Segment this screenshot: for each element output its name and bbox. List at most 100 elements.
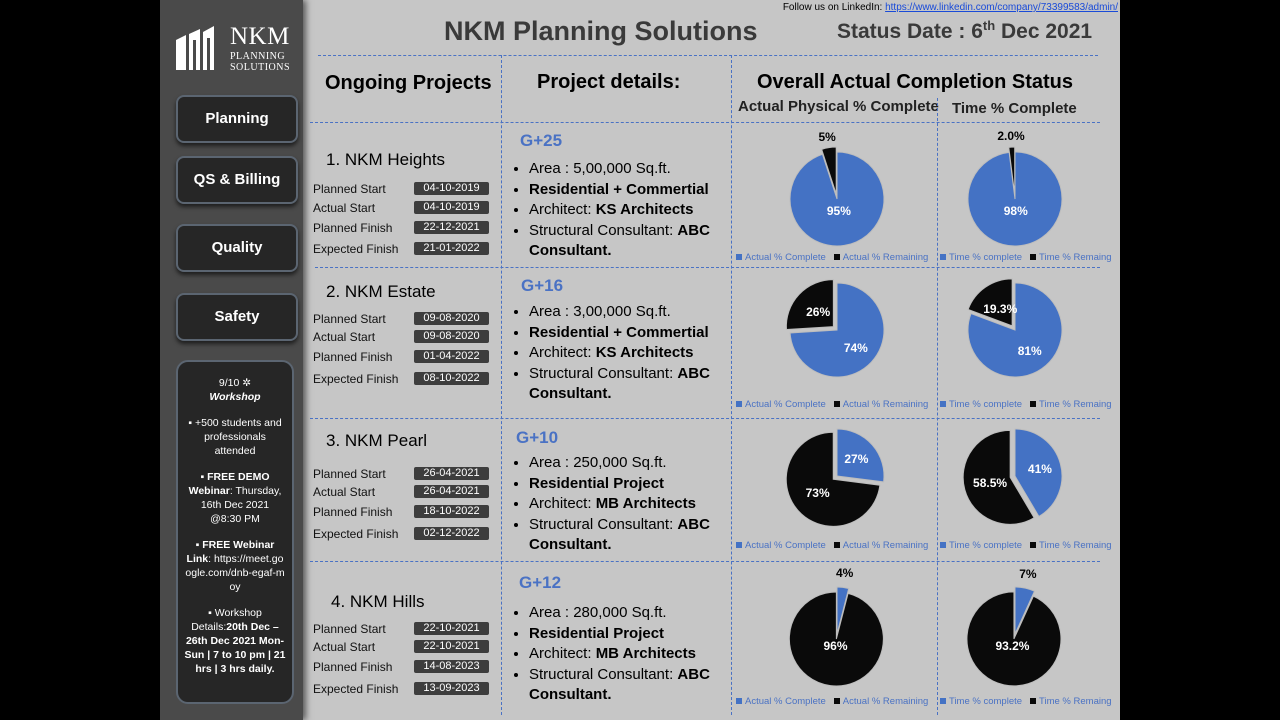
- physical-legend: Actual % Complete Actual % Remaining: [736, 540, 936, 551]
- planned-start-row: Planned Start 22-10-2021: [313, 621, 491, 637]
- area-value: 3,00,000 Sq.ft.: [573, 303, 671, 320]
- planned-start-label: Planned Start: [313, 622, 386, 636]
- detail-structural: Structural Consultant: ABC Consultant.: [529, 221, 729, 262]
- planned-finish-row: Planned Finish 22-12-2021: [313, 220, 491, 236]
- expected-finish-row: Expected Finish 08-10-2022: [313, 371, 491, 387]
- legend-complete: Time % complete: [940, 540, 1022, 551]
- project-name: 4. NKM Hills: [331, 592, 425, 611]
- promo-students: ▪ +500 students and professionals attend…: [188, 417, 282, 457]
- physical-complete-label: 4%: [835, 566, 854, 581]
- promo-link-url[interactable]: : https://meet.google.com/dnb-egaf-moy: [185, 553, 285, 593]
- detail-area: Area : 5,00,000 Sq.ft.: [529, 159, 729, 180]
- detail-architect: Architect: MB Architects: [529, 494, 729, 515]
- divider-col-1: [501, 55, 502, 715]
- architect-label: Architect:: [529, 344, 596, 361]
- physical-remaining-label: 26%: [806, 305, 831, 320]
- expected-finish-label: Expected Finish: [313, 372, 399, 386]
- project-details: Area : 5,00,000 Sq.ft. Residential + Com…: [507, 159, 729, 262]
- physical-remaining-label: 5%: [818, 129, 836, 144]
- legend-swatch: [833, 254, 840, 261]
- planned-start-date: 09-08-2020: [414, 312, 489, 325]
- time-remaining-label: 19.3%: [983, 301, 1018, 316]
- structural-value: ABC Consultant.: [529, 221, 710, 260]
- legend-complete: Time % complete: [940, 696, 1022, 707]
- physical-remaining-label: 96%: [823, 638, 848, 653]
- legend-complete: Actual % Complete: [736, 540, 826, 551]
- linkedin-link[interactable]: https://www.linkedin.com/company/7339958…: [885, 2, 1118, 13]
- divider-row-1: [315, 267, 1100, 268]
- status-date-suffix: Dec 2021: [995, 20, 1093, 43]
- actual-start-label: Actual Start: [313, 330, 376, 344]
- time-legend: Time % complete Time % Remaing: [940, 252, 1120, 263]
- sidebar: NKM PLANNING SOLUTIONS Planning QS & Bil…: [160, 0, 303, 720]
- expected-finish-label: Expected Finish: [313, 527, 399, 541]
- area-value: 5,00,000 Sq.ft.: [573, 160, 671, 177]
- legend-swatch: [940, 698, 946, 705]
- planned-finish-row: Planned Finish 18-10-2022: [313, 504, 491, 520]
- legend-remaining: Time % Remaing: [1030, 399, 1112, 410]
- legend-remaining: Time % Remaing: [1030, 252, 1112, 263]
- physical-complete-label: 95%: [826, 203, 851, 218]
- architect-label: Architect:: [529, 495, 596, 512]
- project-floors: G+10: [516, 428, 559, 447]
- divider-row-2: [310, 418, 1100, 419]
- actual-start-row: Actual Start 04-10-2019: [313, 200, 491, 216]
- nav-safety-button[interactable]: Safety: [176, 293, 298, 341]
- legend-complete: Actual % Complete: [736, 399, 826, 410]
- project-details: Area : 3,00,000 Sq.ft. Residential + Com…: [507, 302, 729, 405]
- col-time-complete: Time % Complete: [952, 100, 1077, 117]
- legend-swatch: [736, 542, 742, 549]
- legend-remaining: Actual % Remaining: [833, 252, 928, 263]
- actual-start-label: Actual Start: [313, 201, 376, 215]
- actual-start-date: 09-08-2020: [414, 330, 489, 343]
- time-remaining-label: 2.0%: [997, 129, 1025, 144]
- legend-swatch: [1030, 542, 1037, 549]
- expected-finish-date: 21-01-2022: [414, 242, 489, 255]
- legend-swatch: [1030, 401, 1037, 408]
- planned-finish-row: Planned Finish 14-08-2023: [313, 659, 491, 675]
- divider-col-2: [731, 55, 732, 715]
- architect-value: KS Architects: [595, 344, 694, 361]
- legend-swatch: [940, 254, 946, 261]
- promo-demo-title: ▪ FREE DEMO Webinar: [188, 471, 270, 497]
- logo-tagline: PLANNING SOLUTIONS: [230, 51, 291, 73]
- legend-swatch: [940, 542, 946, 549]
- legend-swatch: [833, 542, 840, 549]
- actual-start-date: 04-10-2019: [414, 201, 489, 214]
- logo[interactable]: NKM PLANNING SOLUTIONS: [174, 24, 299, 74]
- legend-complete: Actual % Complete: [736, 252, 826, 263]
- planned-finish-row: Planned Finish 01-04-2022: [313, 349, 491, 365]
- structural-label: Structural Consultant:: [529, 665, 678, 683]
- time-legend: Time % complete Time % Remaing: [940, 399, 1120, 410]
- expected-finish-label: Expected Finish: [313, 242, 399, 256]
- col-ongoing-projects: Ongoing Projects: [325, 72, 492, 94]
- planned-finish-date: 14-08-2023: [414, 660, 489, 673]
- physical-remaining-slice: [821, 146, 837, 195]
- planned-finish-label: Planned Finish: [313, 505, 393, 519]
- nav-planning-button[interactable]: Planning: [176, 95, 298, 143]
- architect-label: Architect:: [529, 201, 596, 218]
- planned-start-row: Planned Start 04-10-2019: [313, 181, 491, 197]
- legend-swatch: [736, 254, 742, 261]
- legend-swatch: [736, 698, 742, 705]
- nav-qs-billing-button[interactable]: QS & Billing: [176, 156, 298, 204]
- planned-finish-date: 01-04-2022: [414, 350, 489, 363]
- legend-remaining: Time % Remaing: [1030, 696, 1112, 707]
- physical-complete-slice: [789, 282, 885, 378]
- time-legend: Time % complete Time % Remaing: [940, 696, 1120, 707]
- time-legend: Time % complete Time % Remaing: [940, 540, 1120, 551]
- area-label: Area :: [529, 604, 574, 621]
- divider-top: [318, 55, 1098, 56]
- actual-start-label: Actual Start: [313, 485, 376, 499]
- detail-use: Residential + Commertial: [529, 180, 729, 201]
- legend-complete: Actual % Complete: [736, 696, 826, 707]
- project-floors: G+12: [519, 573, 562, 592]
- planned-start-date: 04-10-2019: [414, 182, 489, 195]
- expected-finish-date: 08-10-2022: [414, 372, 489, 385]
- detail-architect: Architect: KS Architects: [529, 200, 729, 221]
- nav-quality-button[interactable]: Quality: [176, 224, 298, 272]
- area-value: 250,000 Sq.ft.: [573, 454, 667, 471]
- time-remaining-label: 93.2%: [995, 638, 1030, 653]
- status-date-prefix: Status Date : 6: [837, 20, 983, 43]
- planned-start-label: Planned Start: [313, 312, 386, 326]
